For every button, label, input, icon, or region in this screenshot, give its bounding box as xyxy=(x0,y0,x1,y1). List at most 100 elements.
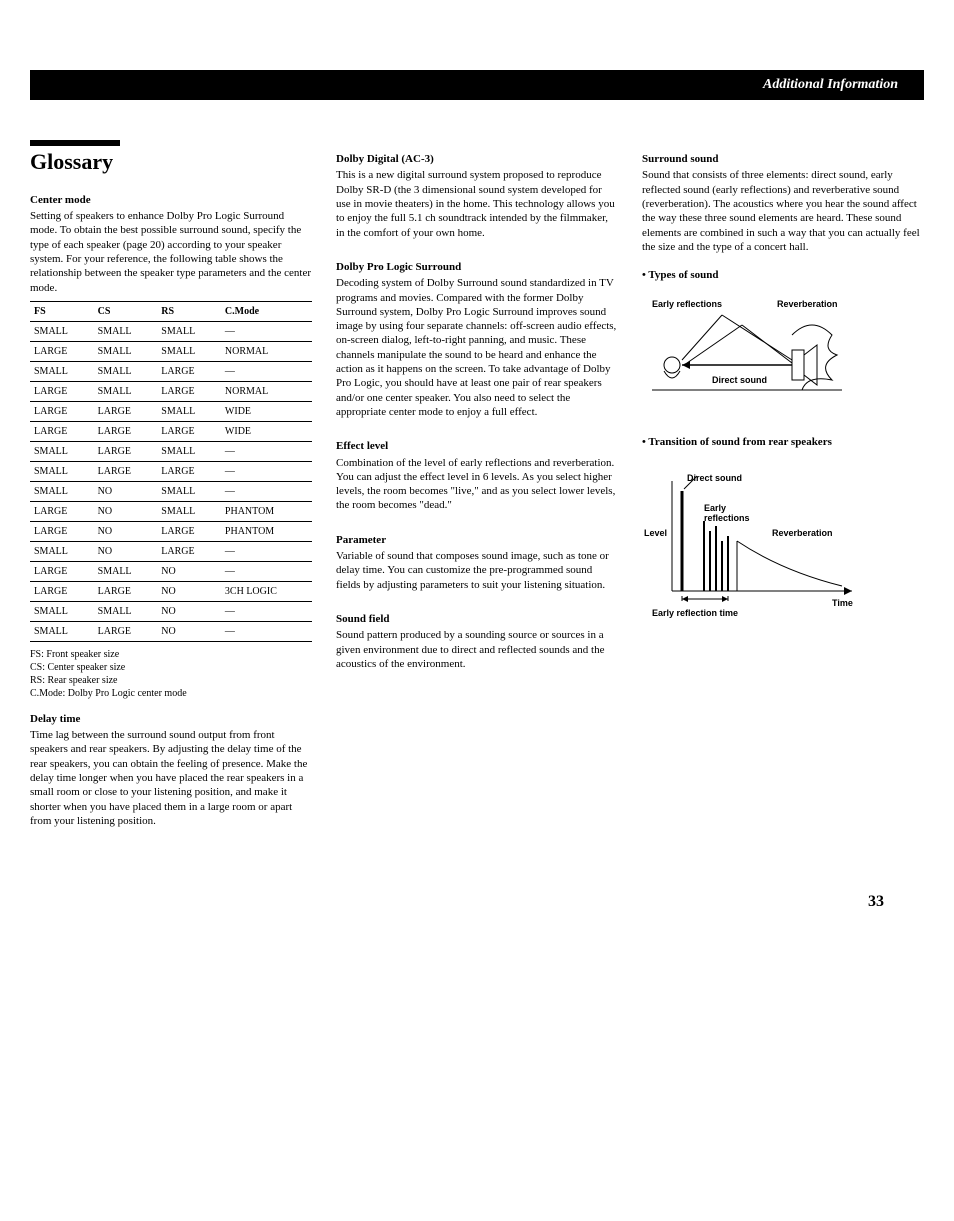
heading-dolby-digital: Dolby Digital (AC-3) xyxy=(336,152,618,166)
body-parameter: Variable of sound that composes sound im… xyxy=(336,549,618,592)
column-2: Dolby Digital (AC-3) This is a new digit… xyxy=(336,140,618,832)
table-row: LARGESMALLLARGENORMAL xyxy=(30,381,312,401)
table-cell: SMALL xyxy=(157,321,221,341)
table-cell: — xyxy=(221,561,312,581)
body-surround-sound: Sound that consists of three elements: d… xyxy=(642,168,924,254)
table-header: C.Mode xyxy=(221,301,312,321)
table-cell: LARGE xyxy=(94,441,158,461)
table-cell: SMALL xyxy=(94,561,158,581)
table-row: SMALLLARGELARGE— xyxy=(30,461,312,481)
table-cell: PHANTOM xyxy=(221,521,312,541)
legend-line: FS: Front speaker size xyxy=(30,648,312,661)
body-sound-field: Sound pattern produced by a sounding sou… xyxy=(336,628,618,671)
table-cell: SMALL xyxy=(30,361,94,381)
table-row: LARGESMALLNO— xyxy=(30,561,312,581)
table-cell: LARGE xyxy=(30,581,94,601)
table-cell: NO xyxy=(94,521,158,541)
heading-center-mode: Center mode xyxy=(30,193,312,207)
table-row: SMALLNOLARGE— xyxy=(30,541,312,561)
table-cell: LARGE xyxy=(30,341,94,361)
table-row: SMALLSMALLLARGE— xyxy=(30,361,312,381)
table-cell: LARGE xyxy=(30,421,94,441)
heading-sound-field: Sound field xyxy=(336,612,618,626)
table-cell: PHANTOM xyxy=(221,501,312,521)
table-row: SMALLNOSMALL— xyxy=(30,481,312,501)
heading-surround-sound: Surround sound xyxy=(642,152,924,166)
table-row: LARGENOLARGEPHANTOM xyxy=(30,521,312,541)
table-row: SMALLLARGENO— xyxy=(30,621,312,641)
table-cell: NO xyxy=(94,541,158,561)
table-row: LARGESMALLSMALLNORMAL xyxy=(30,341,312,361)
heading-parameter: Parameter xyxy=(336,533,618,547)
table-cell: SMALL xyxy=(30,541,94,561)
table-cell: WIDE xyxy=(221,401,312,421)
table-cell: NORMAL xyxy=(221,381,312,401)
table-row: LARGELARGESMALLWIDE xyxy=(30,401,312,421)
table-cell: SMALL xyxy=(94,361,158,381)
table-row: SMALLSMALLNO— xyxy=(30,601,312,621)
speaker-table: FSCSRSC.Mode SMALLSMALLSMALL—LARGESMALLS… xyxy=(30,301,312,642)
table-cell: LARGE xyxy=(157,541,221,561)
table-cell: — xyxy=(221,441,312,461)
heading-effect-level: Effect level xyxy=(336,439,618,453)
table-cell: SMALL xyxy=(94,321,158,341)
table-cell: — xyxy=(221,321,312,341)
table-cell: LARGE xyxy=(157,361,221,381)
table-cell: — xyxy=(221,601,312,621)
table-cell: — xyxy=(221,461,312,481)
page-title: Glossary xyxy=(30,148,312,177)
types-of-sound-diagram: Early reflections Reverberation Direct s… xyxy=(642,295,852,405)
body-effect-level: Combination of the level of early reflec… xyxy=(336,456,618,513)
table-cell: SMALL xyxy=(30,461,94,481)
column-3: Surround sound Sound that consists of th… xyxy=(642,140,924,832)
table-cell: LARGE xyxy=(94,401,158,421)
heading-dolby-prologic: Dolby Pro Logic Surround xyxy=(336,260,618,274)
body-dolby-prologic: Decoding system of Dolby Surround sound … xyxy=(336,276,618,419)
table-cell: SMALL xyxy=(157,401,221,421)
column-1: Glossary Center mode Setting of speakers… xyxy=(30,140,312,832)
table-cell: LARGE xyxy=(157,521,221,541)
table-cell: NO xyxy=(157,601,221,621)
table-cell: NO xyxy=(94,501,158,521)
table-cell: LARGE xyxy=(157,421,221,441)
table-row: LARGENOSMALLPHANTOM xyxy=(30,501,312,521)
table-cell: LARGE xyxy=(30,381,94,401)
table-row: SMALLSMALLSMALL— xyxy=(30,321,312,341)
heading-transition: Transition of sound from rear speakers xyxy=(642,435,924,449)
table-cell: WIDE xyxy=(221,421,312,441)
table-cell: LARGE xyxy=(30,501,94,521)
table-cell: LARGE xyxy=(30,561,94,581)
table-cell: NO xyxy=(157,581,221,601)
label-level: Level xyxy=(644,528,667,538)
table-cell: NO xyxy=(157,621,221,641)
table-cell: SMALL xyxy=(157,501,221,521)
table-cell: LARGE xyxy=(30,521,94,541)
table-cell: LARGE xyxy=(94,581,158,601)
table-cell: SMALL xyxy=(94,341,158,361)
label-reverberation-2: Reverberation xyxy=(772,528,833,538)
page-number: 33 xyxy=(30,892,924,913)
table-cell: LARGE xyxy=(94,621,158,641)
table-row: LARGELARGELARGEWIDE xyxy=(30,421,312,441)
table-cell: SMALL xyxy=(30,601,94,621)
table-row: SMALLLARGESMALL— xyxy=(30,441,312,461)
label-early-reflection-time: Early reflection time xyxy=(652,608,738,618)
table-header: RS xyxy=(157,301,221,321)
table-cell: LARGE xyxy=(157,381,221,401)
table-cell: SMALL xyxy=(30,441,94,461)
table-row: LARGELARGENO3CH LOGIC xyxy=(30,581,312,601)
table-cell: LARGE xyxy=(94,461,158,481)
label-time: Time xyxy=(832,598,853,608)
transition-diagram: Level Time Direct sound Earlyreflections… xyxy=(642,461,862,621)
table-cell: SMALL xyxy=(157,341,221,361)
table-cell: SMALL xyxy=(157,481,221,501)
label-early-reflections-2: Earlyreflections xyxy=(704,503,750,523)
header-title: Additional Information xyxy=(751,74,910,96)
table-header: FS xyxy=(30,301,94,321)
content-columns: Glossary Center mode Setting of speakers… xyxy=(30,140,924,832)
header-banner: Additional Information xyxy=(30,70,924,100)
table-cell: SMALL xyxy=(157,441,221,461)
body-dolby-digital: This is a new digital surround system pr… xyxy=(336,168,618,239)
table-legend: FS: Front speaker sizeCS: Center speaker… xyxy=(30,648,312,700)
legend-line: RS: Rear speaker size xyxy=(30,674,312,687)
